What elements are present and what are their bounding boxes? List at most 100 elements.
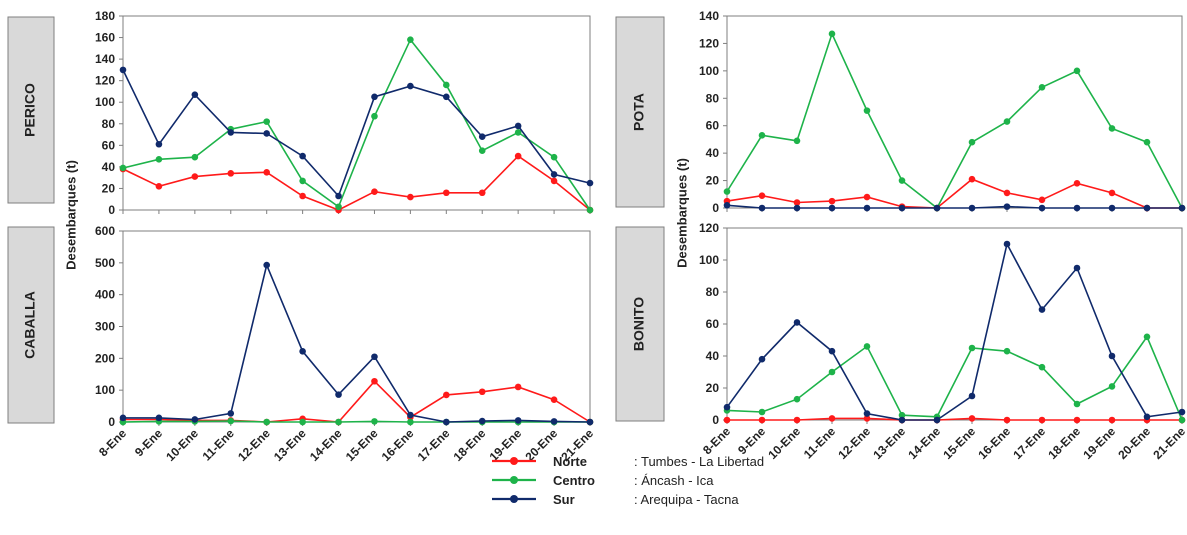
perico-plot-area — [122, 15, 591, 211]
pota-centro-point — [828, 30, 836, 38]
caballa-centro-point — [407, 418, 414, 426]
bonito-x-tick-label: 18-Ene — [1045, 424, 1083, 462]
bonito-y-tick-label: 20 — [706, 381, 720, 395]
caballa-sur-point — [407, 411, 414, 419]
bonito-sur-point — [968, 392, 976, 400]
bonito-norte-point — [1073, 416, 1081, 424]
bonito-sur-point — [828, 347, 836, 355]
legend-item-norte: Norte: Tumbes - La Libertad — [492, 454, 764, 469]
perico-norte-point — [514, 152, 522, 160]
perico-sur-point — [263, 130, 270, 137]
pota-sur-point — [898, 204, 906, 212]
perico-centro-point — [191, 153, 199, 161]
caballa-x-tick-label: 9-Ene — [132, 426, 165, 459]
pota-sur-point — [968, 204, 976, 212]
caballa-label: CABALLA — [22, 291, 38, 359]
bonito-label-box — [615, 226, 665, 422]
bonito-sur-point — [1073, 264, 1081, 272]
caballa-norte-point — [443, 391, 450, 399]
perico-centro-point — [371, 112, 378, 120]
caballa-sur-point — [443, 418, 450, 426]
pota-sur-line — [726, 204, 1182, 209]
caballa-x-tick-label: 13-Ene — [271, 426, 309, 464]
perico-sur-point — [119, 66, 127, 74]
perico-norte-point — [550, 177, 558, 185]
bonito-x-tick-label: 15-Ene — [940, 424, 978, 462]
perico-sur-point — [191, 91, 199, 98]
pota-centro-point — [1003, 118, 1011, 125]
perico-centro-point — [478, 147, 486, 155]
perico-norte-point — [407, 193, 414, 201]
perico-norte-point — [263, 168, 270, 176]
pota-norte-line — [726, 178, 1182, 209]
caballa-sur-point — [263, 261, 270, 269]
legend-name-norte: Norte — [553, 454, 587, 469]
pota-sur-point — [758, 204, 766, 212]
caballa-panel: CABALLA 0 100 200 300 400 500 600 8-Ene 9-Ene10-E… — [7, 224, 596, 464]
caballa-y-tick-label: 600 — [95, 224, 115, 238]
perico-centro-point — [263, 118, 270, 125]
perico-norte-point — [191, 173, 199, 180]
pota-sur-point — [723, 201, 731, 209]
caballa-sur-point — [227, 410, 235, 417]
perico-label-box — [7, 16, 55, 204]
perico-centro-point — [119, 164, 127, 172]
caballa-sur-point — [191, 416, 199, 423]
pota-centro-line — [726, 31, 1183, 210]
perico-sur-point — [550, 171, 558, 178]
caballa-centro-point — [371, 418, 378, 425]
caballa-norte-point — [478, 388, 486, 396]
caballa-sur-point — [335, 391, 342, 398]
bonito-centro-point — [1038, 363, 1046, 371]
bonito-centro-point — [1178, 416, 1186, 424]
pota-y-tick-label: 60 — [706, 119, 720, 133]
perico-sur-point — [514, 122, 522, 130]
pota-sur-point — [793, 204, 801, 212]
bonito-centro-point — [758, 408, 766, 416]
bonito-x-tick-label: 12-Ene — [835, 424, 873, 462]
bonito-centro-point — [1003, 347, 1011, 355]
bonito-x-tick-label: 19-Ene — [1080, 424, 1118, 462]
pota-sur-point — [933, 204, 941, 212]
pota-sur-point — [828, 204, 836, 212]
pota-sur-point — [1003, 203, 1011, 210]
pota-panel: POTA 0 20 40 60 80 100 120 140 — [615, 9, 1186, 215]
legend-desc-centro: : Áncash - Ica — [634, 473, 714, 488]
pota-centro-point — [968, 138, 976, 146]
perico-y-tick-label: 80 — [102, 117, 116, 131]
bonito-norte-point — [1003, 416, 1011, 424]
pota-norte-point — [1038, 196, 1046, 204]
bonito-y-tick-label: 40 — [706, 349, 720, 363]
y-axis-title-left: Desembarques (t) — [63, 160, 78, 270]
bonito-x-tick-label: 13-Ene — [870, 424, 908, 462]
caballa-sur-point — [550, 418, 558, 425]
perico-y-tick-label: 160 — [95, 31, 115, 45]
bonito-sur-point — [1108, 352, 1116, 360]
perico-y-tick-label: 20 — [102, 181, 116, 195]
bonito-norte-point — [1038, 416, 1046, 424]
legend-name-centro: Centro — [553, 473, 595, 488]
bonito-x-tick-label: 20-Ene — [1115, 424, 1153, 462]
caballa-label-box — [7, 226, 55, 424]
pota-centro-point — [1073, 67, 1081, 75]
pota-sur-point — [1038, 204, 1046, 212]
bonito-centro-point — [968, 344, 976, 352]
bonito-sur-point — [1178, 408, 1186, 416]
pota-sur-point — [1178, 204, 1186, 212]
pota-plot-area — [726, 15, 1183, 209]
bonito-centro-point — [828, 368, 836, 376]
bonito-centro-point — [1143, 333, 1151, 341]
pota-label-box — [615, 16, 665, 208]
bonito-y-tick-label: 80 — [706, 285, 720, 299]
caballa-y-tick-label: 300 — [95, 320, 115, 334]
caballa-y-tick-label: 0 — [108, 415, 115, 429]
pota-norte-point — [828, 197, 836, 205]
perico-norte-line — [122, 155, 591, 211]
perico-sur-point — [227, 129, 235, 136]
pota-y-tick-label: 20 — [706, 174, 720, 188]
bonito-sur-point — [933, 416, 941, 424]
bonito-sur-point — [723, 403, 731, 411]
bonito-label: BONITO — [631, 297, 647, 351]
pota-centro-point — [1143, 138, 1151, 146]
perico-centro-point — [155, 156, 163, 163]
